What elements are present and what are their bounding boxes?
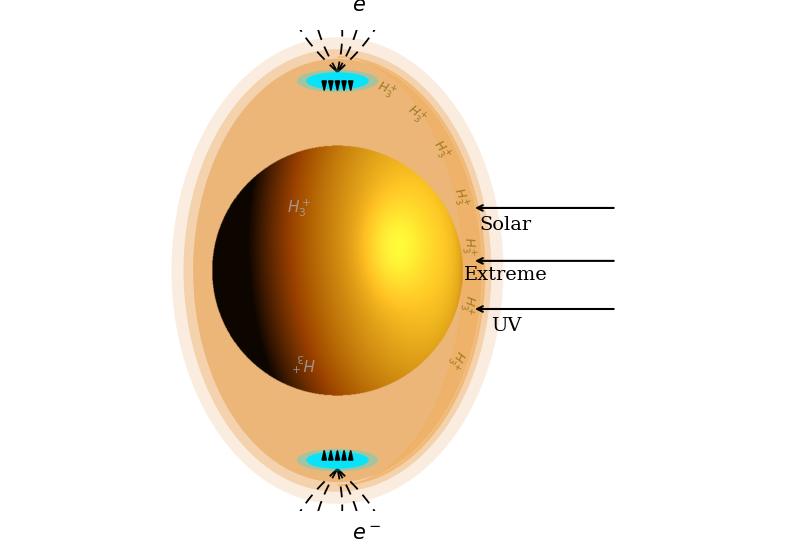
Ellipse shape [183,49,491,492]
Text: $H_3^+$: $H_3^+$ [428,137,455,164]
Polygon shape [329,81,333,90]
Polygon shape [349,81,353,90]
Text: Extreme: Extreme [464,266,548,285]
Polygon shape [329,451,333,460]
Polygon shape [322,81,326,90]
Ellipse shape [193,59,482,482]
Text: $H_3^+$: $H_3^+$ [286,197,311,219]
Polygon shape [335,451,340,460]
Text: $H_3^+$: $H_3^+$ [458,235,479,258]
Polygon shape [342,451,346,460]
Text: $e^-$: $e^-$ [352,0,381,16]
Text: Solar: Solar [480,216,532,234]
Text: $H_3^+$: $H_3^+$ [403,101,431,129]
Ellipse shape [297,70,378,92]
Polygon shape [342,81,346,90]
Polygon shape [349,451,353,460]
Ellipse shape [297,449,378,471]
Text: $e^-$: $e^-$ [352,525,381,541]
Text: $H_3^+$: $H_3^+$ [442,346,468,372]
Polygon shape [335,81,340,90]
Text: UV: UV [490,317,521,335]
Text: $H_3^+$: $H_3^+$ [374,77,400,102]
Ellipse shape [306,72,369,90]
Text: $H_3^+$: $H_3^+$ [291,351,316,373]
Text: $H_3^+$: $H_3^+$ [448,184,473,210]
Ellipse shape [171,37,503,504]
Ellipse shape [306,451,369,469]
Text: $H_3^+$: $H_3^+$ [457,293,478,316]
Polygon shape [322,451,326,460]
